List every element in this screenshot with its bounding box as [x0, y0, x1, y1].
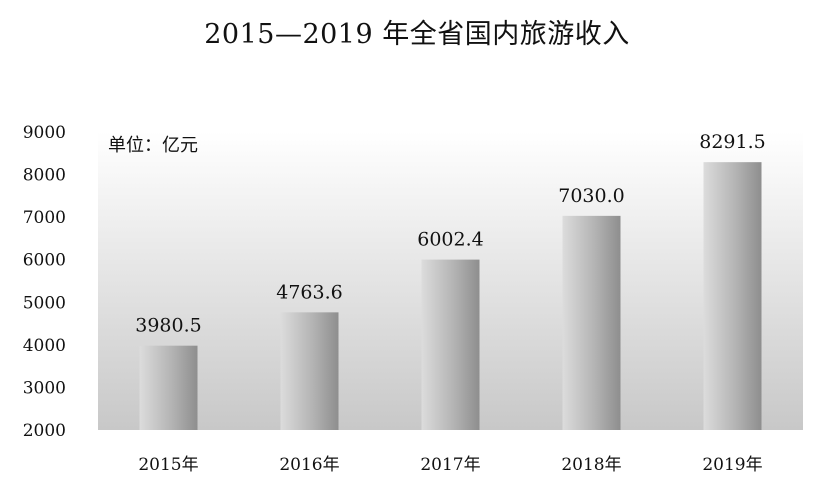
y-tick-label: 9000	[23, 123, 66, 143]
bar	[139, 345, 198, 430]
x-tick-label: 2015年	[138, 455, 198, 475]
bar	[280, 312, 339, 430]
bar-value-label: 6002.4	[417, 229, 483, 251]
unit-label: 单位：亿元	[108, 135, 198, 156]
x-tick-label: 2018年	[561, 455, 621, 475]
y-tick-label: 6000	[23, 251, 66, 271]
x-tick-label: 2017年	[420, 455, 480, 475]
bar	[562, 215, 621, 430]
y-tick-label: 3000	[23, 378, 66, 398]
y-tick-label: 7000	[23, 208, 66, 228]
y-tick-label: 2000	[23, 421, 66, 441]
chart-title: 2015—2019 年全省国内旅游收入	[204, 19, 630, 50]
x-tick-label: 2016年	[279, 455, 339, 475]
y-tick-label: 8000	[23, 166, 66, 186]
bar-value-label: 7030.0	[558, 185, 624, 207]
bar	[703, 162, 762, 430]
y-tick-label: 5000	[23, 293, 66, 313]
bar-value-label: 4763.6	[276, 281, 342, 303]
y-tick-label: 4000	[23, 336, 66, 356]
bar	[421, 259, 480, 430]
x-tick-label: 2019年	[702, 455, 762, 475]
bar-value-label: 3980.5	[135, 315, 201, 337]
bar-value-label: 8291.5	[699, 131, 765, 153]
